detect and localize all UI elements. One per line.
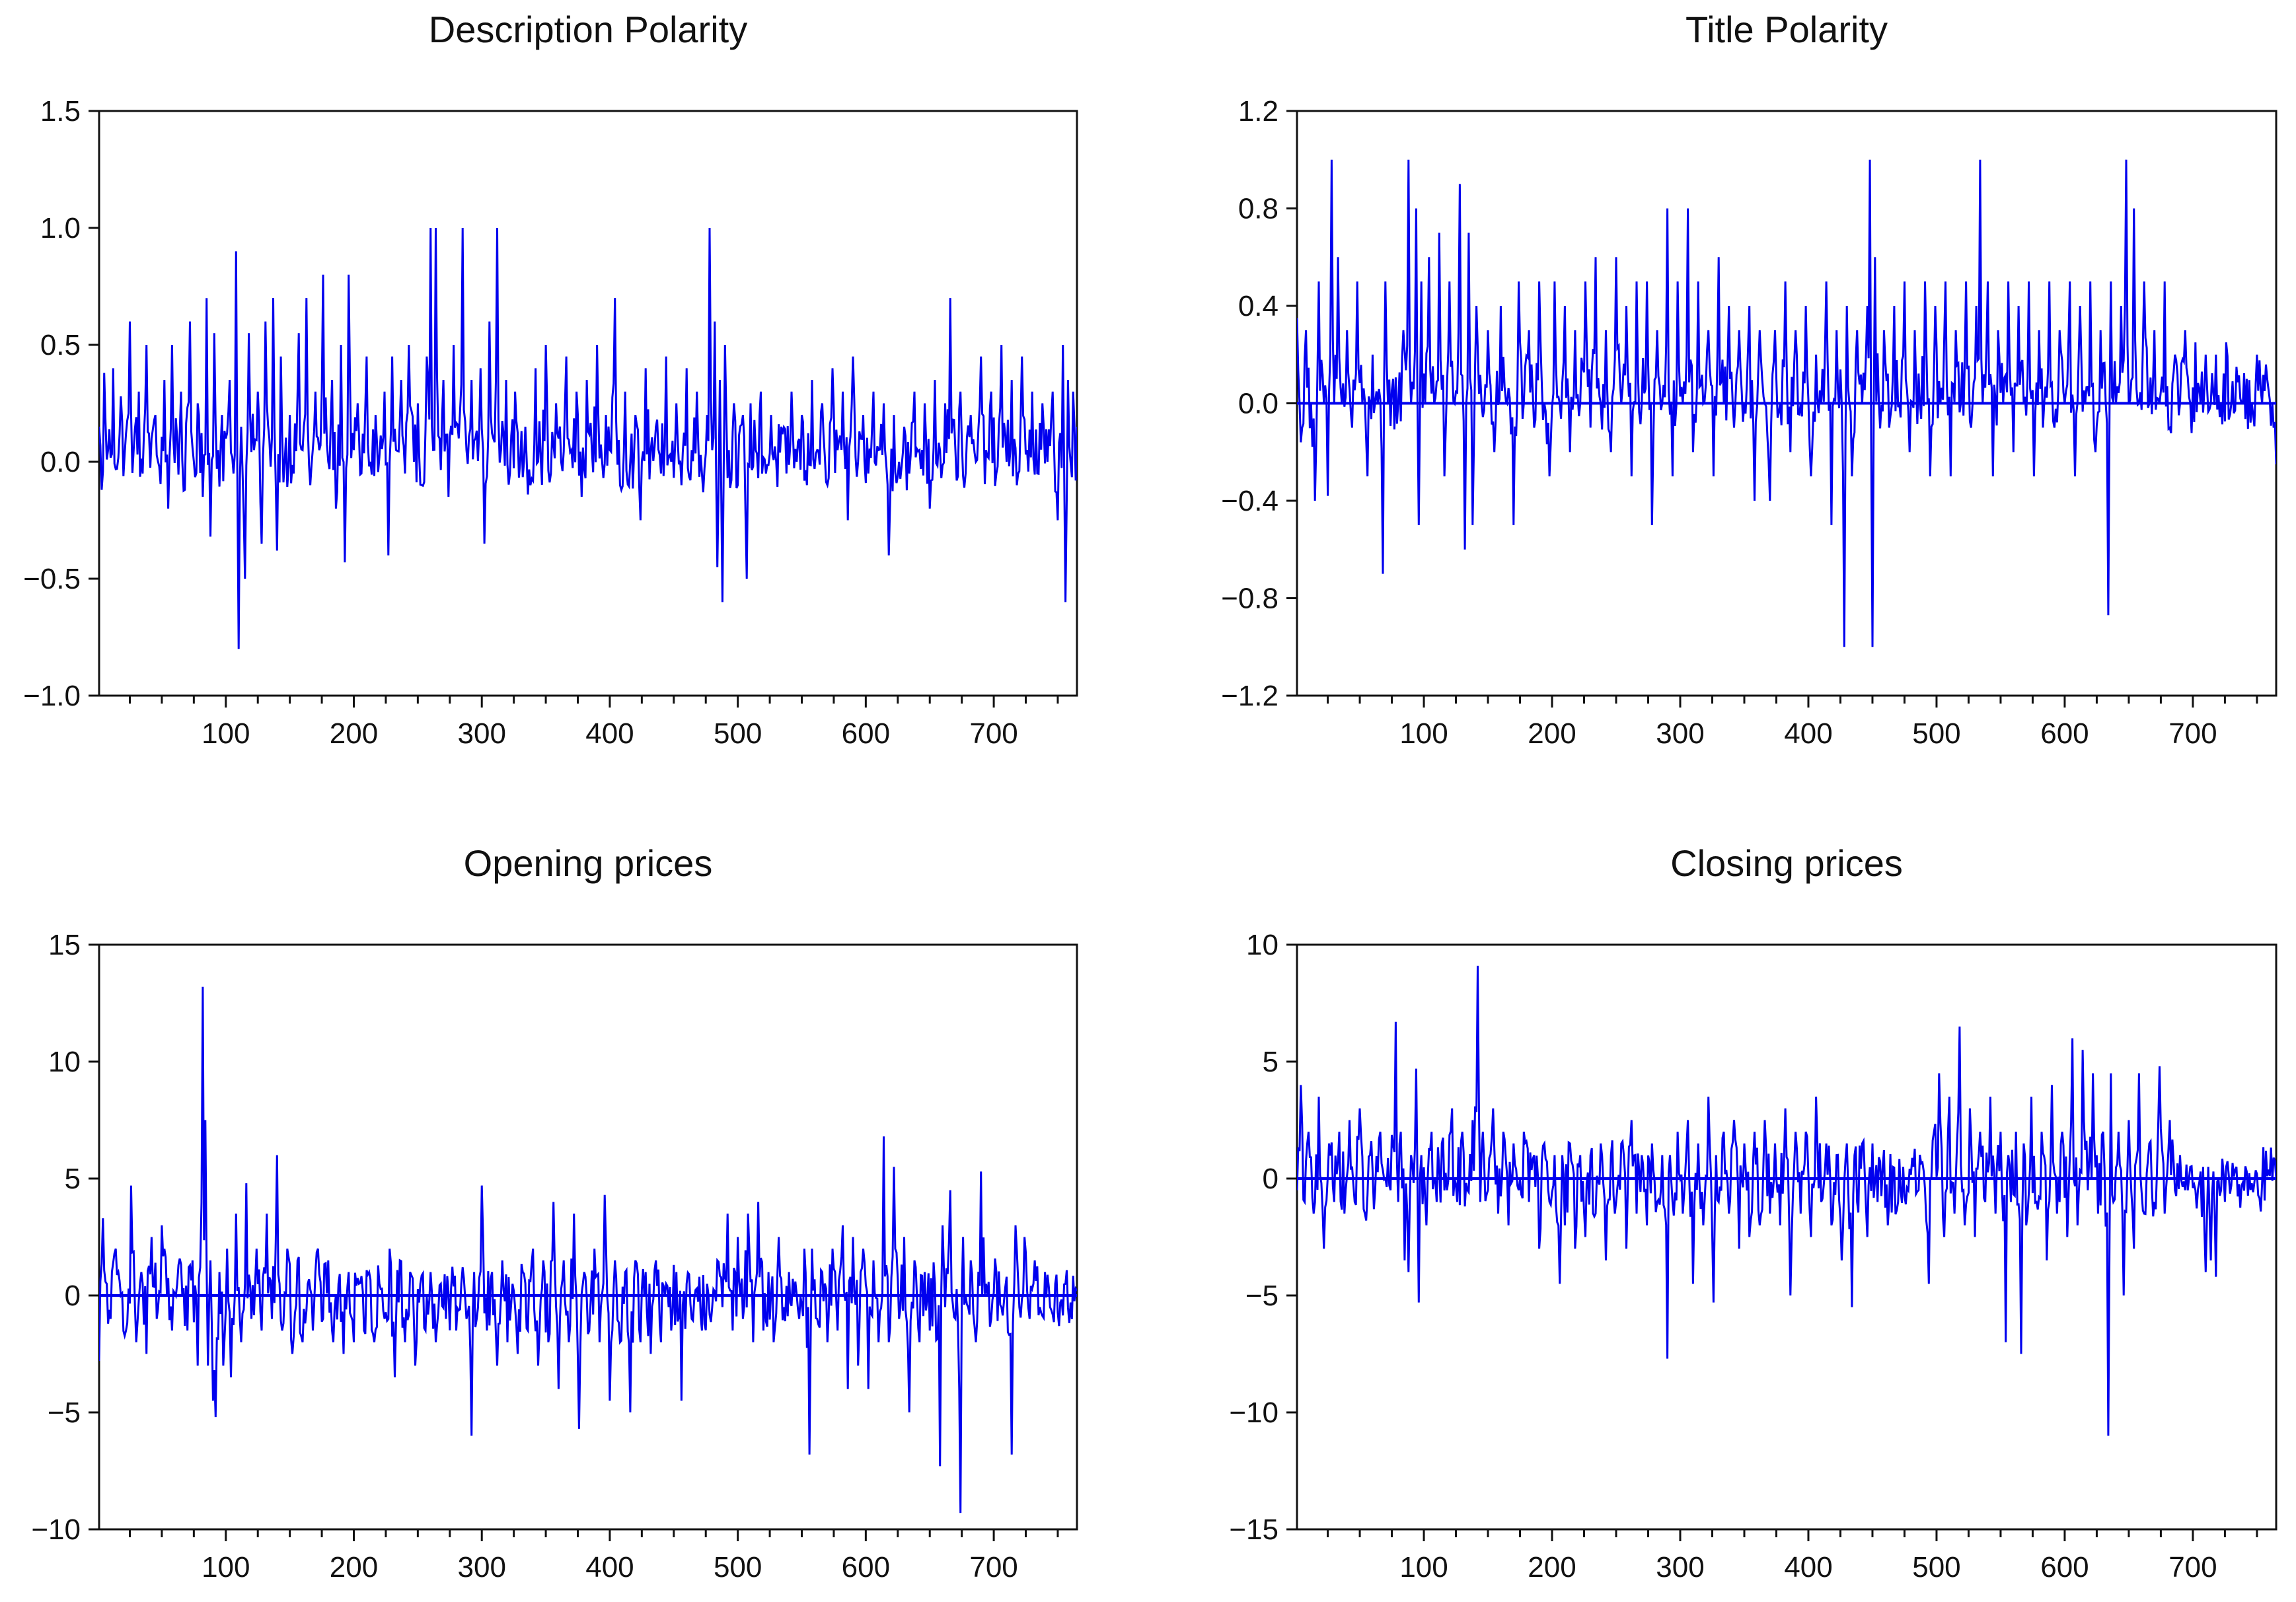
chart-title: Title Polarity: [1685, 9, 1888, 50]
y-tick-label: −0.5: [23, 563, 81, 595]
chart-panel-4: Closing prices −15 −10 −5 0 5 10 100 200 300 400 50…: [1229, 842, 2277, 1584]
chart-panel-2: Title Polarity −1.2 −0.8 −0.4 0.0 0.4 0.8 1.2 10…: [1221, 9, 2277, 750]
y-tick-label: 0.0: [1238, 388, 1278, 420]
x-tick-label: 600: [842, 717, 890, 750]
x-tick-label: 500: [714, 717, 762, 750]
y-tick-label: 0: [65, 1280, 81, 1312]
x-tick-label: 200: [330, 717, 378, 750]
y-tick-label: −15: [1229, 1513, 1278, 1546]
y-tick-label: 15: [48, 929, 81, 961]
x-tick-label: 300: [1656, 717, 1704, 750]
y-tick-label: −5: [1245, 1280, 1278, 1312]
y-tick-label: 10: [48, 1046, 81, 1078]
y-tick-label: 0: [1263, 1163, 1278, 1195]
y-tick-label: 1.5: [40, 95, 81, 127]
y-tick-label: 0.4: [1238, 290, 1278, 322]
x-tick-label: 300: [458, 717, 506, 750]
y-tick-label: 1.0: [40, 212, 81, 244]
x-tick-label: 200: [1528, 717, 1576, 750]
y-tick-label: 1.2: [1238, 95, 1278, 127]
x-tick-label: 200: [1528, 1551, 1576, 1584]
y-tick-label: 5: [65, 1163, 81, 1195]
chart-panel-1: Description Polarity −1.0 −0.5 0.0 0.5 1.0 1.5…: [23, 9, 1078, 750]
x-tick-label: 500: [714, 1551, 762, 1584]
plot-frame: [1296, 943, 2277, 1531]
series-line: [99, 986, 1077, 1513]
plot-frame: [98, 110, 1078, 697]
series-line: [99, 227, 1077, 649]
y-tick-label: 0.5: [40, 329, 81, 361]
x-tick-label: 700: [969, 1551, 1018, 1584]
x-tick-label: 100: [1399, 1551, 1448, 1584]
x-tick-label: 700: [969, 717, 1018, 750]
x-tick-label: 400: [585, 717, 634, 750]
x-tick-label: 600: [2040, 1551, 2089, 1584]
x-tick-label: 500: [1912, 1551, 1960, 1584]
y-tick-label: 10: [1246, 929, 1278, 961]
y-tick-label: −0.4: [1221, 485, 1278, 517]
y-tick-label: 5: [1263, 1046, 1278, 1078]
plot-frame: [98, 943, 1078, 1531]
x-tick-label: 300: [458, 1551, 506, 1584]
x-tick-label: 100: [202, 717, 250, 750]
x-tick-label: 400: [585, 1551, 634, 1584]
series-line: [1297, 965, 2276, 1436]
y-tick-label: −10: [1229, 1397, 1278, 1429]
x-tick-label: 400: [1784, 717, 1832, 750]
y-tick-label: −0.8: [1221, 583, 1278, 615]
y-tick-label: −1.2: [1221, 680, 1278, 712]
chart-title: Description Polarity: [429, 9, 747, 50]
chart-title: Closing prices: [1670, 842, 1903, 884]
y-tick-label: −1.0: [23, 680, 81, 712]
x-tick-label: 600: [842, 1551, 890, 1584]
y-tick-label: −10: [31, 1513, 81, 1546]
x-tick-label: 300: [1656, 1551, 1704, 1584]
x-tick-label: 100: [202, 1551, 250, 1584]
x-tick-label: 400: [1784, 1551, 1832, 1584]
chart-title: Opening prices: [464, 842, 713, 884]
chart-panel-3: Opening prices −10 −5 0 5 10 15 100 200 300 400 500…: [31, 842, 1078, 1584]
x-tick-label: 500: [1912, 717, 1960, 750]
x-tick-label: 700: [2168, 1551, 2217, 1584]
series-line: [1297, 159, 2276, 647]
x-tick-label: 200: [330, 1551, 378, 1584]
y-tick-label: 0.8: [1238, 193, 1278, 225]
x-tick-label: 700: [2168, 717, 2217, 750]
x-tick-label: 100: [1399, 717, 1448, 750]
y-tick-label: 0.0: [40, 446, 81, 478]
x-tick-label: 600: [2040, 717, 2089, 750]
y-tick-label: −5: [48, 1397, 81, 1429]
